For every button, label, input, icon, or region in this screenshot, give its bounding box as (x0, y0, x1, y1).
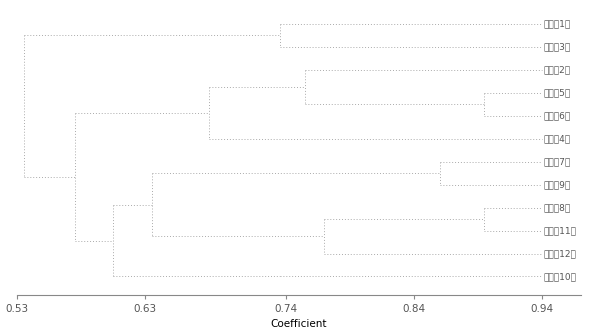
Text: 大白菜9号: 大白菜9号 (544, 180, 571, 189)
Text: 大白菜10号: 大白菜10号 (544, 272, 577, 281)
Text: 大白菜3号: 大白菜3号 (544, 43, 571, 51)
Text: 大白菜12号: 大白菜12号 (544, 249, 576, 258)
Text: 大白菜7号: 大白菜7号 (544, 157, 571, 166)
Text: 大白菜6号: 大白菜6号 (544, 111, 571, 120)
Text: 大白菜1号: 大白菜1号 (544, 19, 571, 28)
Text: 大白菜8号: 大白菜8号 (544, 203, 571, 212)
Text: 大白菜4号: 大白菜4号 (544, 134, 571, 143)
Text: 大白菜5号: 大白菜5号 (544, 88, 571, 97)
Text: 大白菜2号: 大白菜2号 (544, 65, 571, 74)
Text: 大白菜11号: 大白菜11号 (544, 226, 577, 235)
X-axis label: Coefficient: Coefficient (270, 320, 327, 329)
